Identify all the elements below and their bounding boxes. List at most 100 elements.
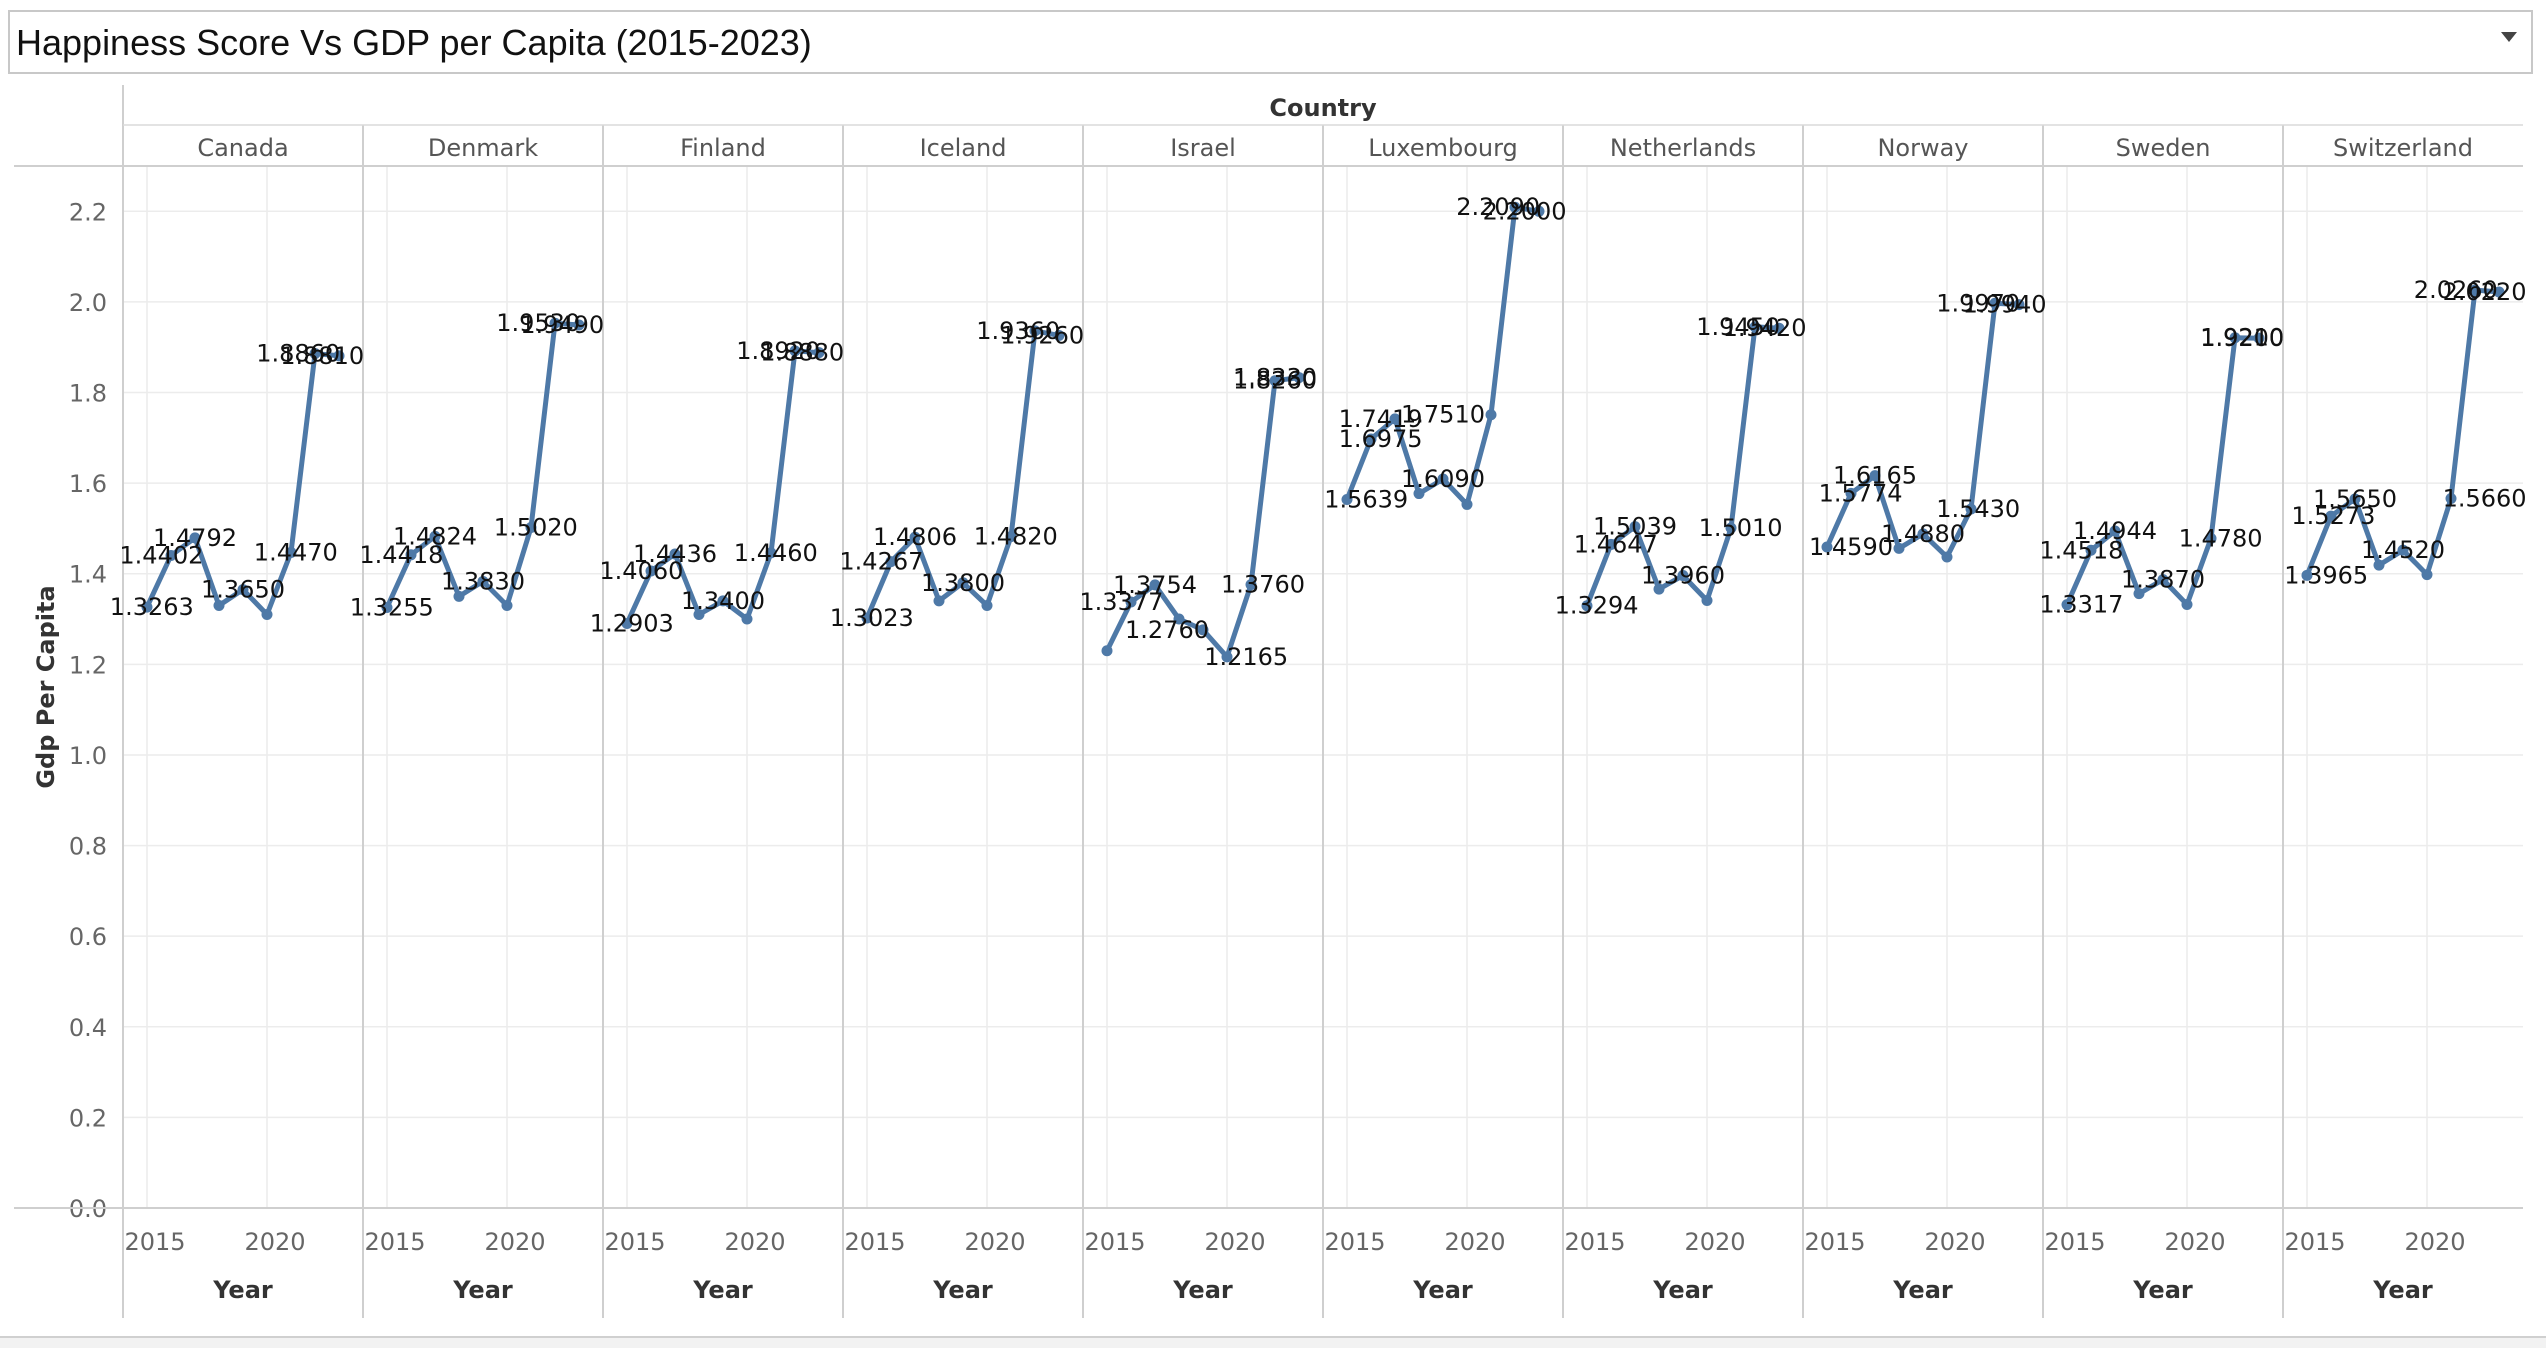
x-axis-title: Year <box>1172 1276 1233 1304</box>
y-tick-label: 2.2 <box>69 198 107 226</box>
data-label: 1.4590 <box>1809 533 1893 561</box>
data-point <box>2181 599 2193 611</box>
data-point <box>2325 510 2337 522</box>
y-tick-label: 1.0 <box>69 742 107 770</box>
data-point <box>1125 596 1137 608</box>
data-label: 1.4436 <box>633 540 717 568</box>
data-label: 1.7419 <box>1339 405 1423 433</box>
data-point <box>933 595 945 607</box>
data-label: 1.4880 <box>1881 520 1965 548</box>
chevron-down-icon[interactable] <box>2501 32 2517 42</box>
data-point <box>1053 329 1065 341</box>
data-label: 1.3870 <box>2121 566 2205 594</box>
data-point <box>1629 521 1641 533</box>
data-label: 1.5273 <box>2291 502 2375 530</box>
data-point <box>669 548 681 560</box>
data-point <box>1941 551 1953 563</box>
data-point <box>477 575 489 587</box>
x-tick-label: 2020 <box>724 1228 785 1256</box>
data-point <box>165 550 177 562</box>
data-point <box>1365 433 1377 445</box>
title-dropdown[interactable]: Happiness Score Vs GDP per Capita (2015-… <box>8 10 2533 74</box>
data-label: 1.5774 <box>1819 479 1903 507</box>
data-point <box>1605 538 1617 550</box>
data-point <box>1725 522 1737 534</box>
data-label: 1.9970 <box>1936 289 2020 317</box>
x-tick-label: 2015 <box>364 1228 425 1256</box>
data-point <box>1173 613 1185 625</box>
data-point <box>1533 205 1545 217</box>
panel-header-sweden: Sweden <box>2116 134 2211 162</box>
data-label: 1.5639 <box>1324 485 1408 513</box>
data-point <box>501 599 513 611</box>
data-point <box>1221 651 1233 663</box>
data-point <box>1677 570 1689 582</box>
data-label: 1.4402 <box>119 542 203 570</box>
x-tick-label: 2020 <box>2164 1228 2225 1256</box>
data-label: 1.3830 <box>441 567 525 595</box>
data-point <box>1509 201 1521 213</box>
data-label: 1.7510 <box>1401 401 1485 429</box>
data-point <box>525 522 537 534</box>
data-label: 1.9420 <box>1723 314 1807 342</box>
y-tick-label: 1.6 <box>69 470 107 498</box>
x-tick-label: 2015 <box>1804 1228 1865 1256</box>
data-point <box>1341 493 1353 505</box>
data-point <box>2469 284 2481 296</box>
data-point <box>309 348 321 360</box>
data-point <box>2373 559 2385 571</box>
data-label: 1.3400 <box>681 587 765 615</box>
data-point <box>1437 473 1449 485</box>
data-label: 1.2903 <box>590 609 674 637</box>
y-axis-title: Gdp Per Capita <box>32 585 60 788</box>
data-point <box>2349 493 2361 505</box>
data-label: 1.3760 <box>1221 571 1305 599</box>
panel-header-luxembourg: Luxembourg <box>1368 134 1518 162</box>
panel-header-switzerland: Switzerland <box>2333 134 2473 162</box>
x-tick-label: 2015 <box>1084 1228 1145 1256</box>
x-axis-title: Year <box>692 1276 753 1304</box>
x-tick-label: 2020 <box>964 1228 1025 1256</box>
data-label: 1.8330 <box>1233 364 1317 392</box>
data-point <box>2397 544 2409 556</box>
data-point <box>741 613 753 625</box>
data-label: 1.3960 <box>1641 562 1725 590</box>
data-point <box>2013 299 2025 311</box>
data-label: 1.3263 <box>110 593 194 621</box>
data-point <box>549 317 561 329</box>
data-point <box>717 595 729 607</box>
data-point <box>573 319 585 331</box>
data-label: 1.9210 <box>2200 324 2284 352</box>
data-point <box>2253 332 2265 344</box>
x-tick-label: 2020 <box>244 1228 305 1256</box>
data-label: 1.9200 <box>2200 324 2284 352</box>
panel-header-norway: Norway <box>1877 134 1968 162</box>
data-point <box>1581 600 1593 612</box>
data-label: 1.9360 <box>976 317 1060 345</box>
data-point <box>1149 579 1161 591</box>
data-label: 1.8880 <box>760 339 844 367</box>
data-point <box>453 590 465 602</box>
data-point <box>1269 375 1281 387</box>
data-point <box>2301 569 2313 581</box>
data-label: 1.6090 <box>1401 465 1485 493</box>
y-tick-label: 0.6 <box>69 923 107 951</box>
panel-header-netherlands: Netherlands <box>1610 134 1756 162</box>
data-label: 1.3754 <box>1113 571 1197 599</box>
data-point <box>189 532 201 544</box>
data-label: 1.2760 <box>1125 616 1209 644</box>
x-tick-label: 2020 <box>1204 1228 1265 1256</box>
data-point <box>909 531 921 543</box>
data-point <box>1893 542 1905 554</box>
data-label: 2.2090 <box>1456 193 1540 221</box>
data-point <box>621 617 633 629</box>
x-tick-label: 2020 <box>1444 1228 1505 1256</box>
data-point <box>1701 594 1713 606</box>
data-point <box>1821 541 1833 553</box>
panel-header-finland: Finland <box>680 134 766 162</box>
x-axis-title: Year <box>932 1276 993 1304</box>
data-label: 1.5039 <box>1593 513 1677 541</box>
x-tick-label: 2015 <box>844 1228 905 1256</box>
data-label: 1.3294 <box>1555 592 1639 620</box>
